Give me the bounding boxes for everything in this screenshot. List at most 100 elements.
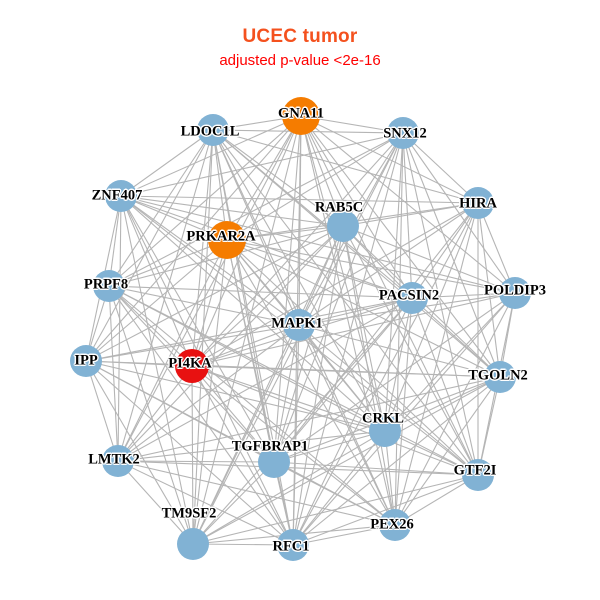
graph-edge — [191, 239, 228, 367]
graph-edge — [226, 239, 516, 294]
graph-edge — [300, 115, 413, 299]
graph-edge — [120, 195, 386, 432]
graph-edge — [212, 129, 386, 432]
graph-node-tm9sf2[interactable] — [177, 528, 209, 560]
graph-edge — [411, 292, 516, 299]
graph-edge — [192, 430, 386, 545]
graph-edge — [108, 285, 413, 299]
graph-edge — [342, 225, 479, 476]
graph-edge — [108, 285, 194, 545]
page-title: UCEC tumor — [242, 26, 358, 47]
graph-edge — [226, 239, 396, 526]
graph-edge — [292, 324, 300, 546]
graph-edge — [212, 129, 479, 476]
graph-edge — [120, 195, 228, 241]
graph-edge — [192, 461, 275, 545]
graph-edge — [411, 297, 479, 476]
graph-edge — [108, 115, 302, 287]
graph-edge — [120, 195, 516, 294]
graph-node-prpf8[interactable] — [93, 270, 125, 302]
graph-node-znf407[interactable] — [105, 180, 137, 212]
graph-edge — [191, 365, 479, 476]
graph-edge — [108, 285, 396, 526]
graph-edge — [120, 195, 479, 204]
graph-edge — [191, 129, 214, 367]
graph-edge — [85, 297, 413, 362]
graph-edge — [191, 324, 300, 367]
graph-node-crkl[interactable] — [369, 415, 401, 447]
graph-edge — [394, 297, 413, 526]
graph-edge — [117, 365, 193, 462]
graph-edge — [191, 202, 479, 367]
graph-edge — [120, 195, 193, 367]
graph-edge — [394, 292, 516, 526]
graph-node-poldip3[interactable] — [499, 277, 531, 309]
graph-node-tgoln2[interactable] — [484, 361, 516, 393]
graph-edge — [117, 460, 194, 545]
graph-node-ldoc1l[interactable] — [197, 114, 229, 146]
graph-edge — [273, 292, 516, 463]
node-layer — [70, 97, 531, 561]
graph-edge — [226, 239, 413, 299]
graph-edge — [191, 115, 302, 367]
graph-edge — [108, 285, 193, 367]
graph-edge — [108, 285, 300, 326]
graph-edge — [292, 524, 396, 546]
graph-edge — [108, 285, 479, 476]
graph-edge — [192, 297, 413, 545]
graph-edge — [117, 239, 228, 462]
graph-edge — [273, 324, 300, 463]
graph-edge — [384, 430, 479, 476]
graph-edge — [226, 115, 302, 241]
graph-edge — [120, 195, 275, 463]
graph-node-rfc1[interactable] — [277, 529, 309, 561]
graph-node-rab5c[interactable] — [327, 210, 359, 242]
graph-edge — [292, 297, 413, 546]
graph-edge — [394, 474, 479, 526]
graph-node-prkar2a[interactable] — [208, 221, 246, 259]
graph-edge — [411, 297, 501, 378]
graph-edge — [117, 460, 479, 476]
graph-node-pacsin2[interactable] — [396, 282, 428, 314]
graph-edge — [300, 115, 516, 294]
graph-edge — [342, 132, 404, 227]
page-subtitle: adjusted p-value <2e-16 — [219, 52, 381, 69]
graph-node-mapk1[interactable] — [283, 309, 315, 341]
graph-edge — [300, 115, 396, 526]
graph-node-snx12[interactable] — [387, 117, 419, 149]
graph-edge — [298, 297, 413, 326]
graph-node-lmtk2[interactable] — [102, 445, 134, 477]
graph-edge — [273, 115, 302, 463]
graph-edge — [477, 202, 516, 294]
graph-node-pi4ka[interactable] — [175, 349, 209, 383]
graph-edge — [300, 115, 479, 476]
graph-edge — [85, 239, 228, 362]
graph-edge — [298, 202, 479, 326]
graph-edge — [117, 460, 396, 526]
graph-edge — [384, 297, 413, 432]
graph-edge — [108, 239, 228, 287]
graph-edge — [117, 460, 275, 463]
graph-edge — [292, 225, 344, 546]
graph-node-hira[interactable] — [462, 187, 494, 219]
graph-edge — [212, 129, 344, 227]
graph-node-ipp[interactable] — [70, 345, 102, 377]
graph-edge — [85, 360, 194, 545]
graph-edge — [191, 365, 275, 463]
graph-edge — [117, 430, 386, 462]
graph-node-gtf2i[interactable] — [462, 459, 494, 491]
graph-node-gna11[interactable] — [282, 97, 320, 135]
graph-edge — [191, 365, 396, 526]
graph-edge — [342, 225, 396, 526]
graph-edge — [85, 360, 119, 462]
graph-edge — [226, 239, 479, 476]
graph-edge — [108, 129, 214, 287]
graph-edge — [292, 430, 386, 546]
graph-node-tgfbrap1[interactable] — [258, 446, 290, 478]
graph-edge — [273, 430, 386, 463]
graph-node-pex26[interactable] — [379, 509, 411, 541]
graph-edge — [226, 239, 501, 378]
graph-edge — [384, 202, 479, 432]
graph-edge — [85, 225, 344, 362]
